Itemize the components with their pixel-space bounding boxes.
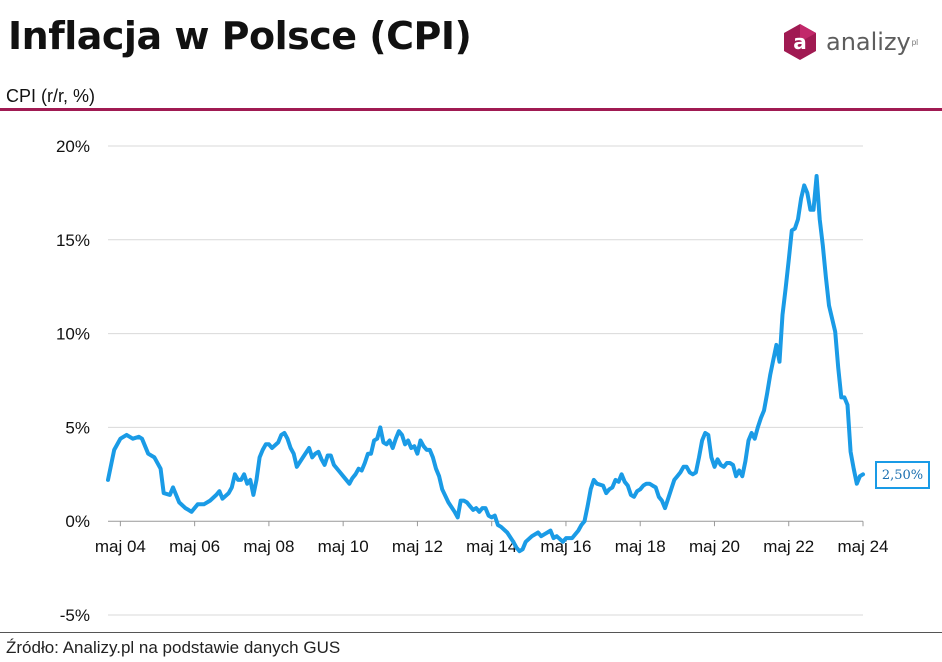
header-divider: [0, 108, 942, 111]
y-tick-label: -5%: [60, 606, 90, 625]
y-tick-label: 5%: [65, 418, 90, 437]
x-tick-label: maj 24: [837, 537, 888, 556]
analizy-logo-icon: a: [784, 24, 816, 60]
x-tick-label: maj 18: [615, 537, 666, 556]
x-tick-label: maj 12: [392, 537, 443, 556]
cpi-series-line: [106, 174, 865, 554]
analizy-logo: a analizy pl: [780, 22, 918, 62]
chart-title: Inflacja w Polsce (CPI): [8, 14, 472, 58]
logo-text: analizy: [826, 28, 911, 56]
y-tick-label: 15%: [56, 231, 90, 250]
x-tick-label: maj 10: [318, 537, 369, 556]
logo-sup: pl: [911, 37, 918, 47]
axis-unit-label: CPI (r/r, %): [6, 86, 95, 106]
y-tick-label: 20%: [56, 137, 90, 156]
footer-divider: [0, 632, 942, 633]
x-tick-label: maj 16: [540, 537, 591, 556]
x-tick-label: maj 04: [95, 537, 146, 556]
y-tick-label: 10%: [56, 325, 90, 344]
source-note: Źródło: Analizy.pl na podstawie danych G…: [6, 638, 341, 657]
y-tick-label: 0%: [65, 512, 90, 531]
x-tick-label: maj 20: [689, 537, 740, 556]
x-tick-label: maj 06: [169, 537, 220, 556]
last-value-callout: 2,50%: [875, 461, 930, 489]
logo-mark: a: [793, 30, 807, 54]
x-tick-label: maj 22: [763, 537, 814, 556]
x-tick-label: maj 08: [243, 537, 294, 556]
x-tick-label: maj 14: [466, 537, 517, 556]
